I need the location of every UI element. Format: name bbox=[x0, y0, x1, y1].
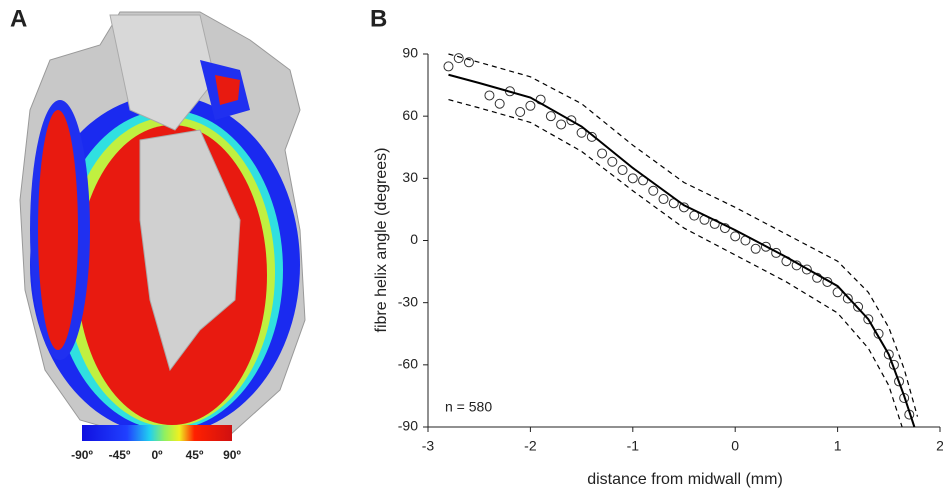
data-point bbox=[494, 98, 505, 109]
data-point bbox=[627, 173, 638, 184]
data-point bbox=[648, 185, 659, 196]
y-tick-label: -30 bbox=[398, 293, 418, 309]
panel-label: B bbox=[370, 5, 387, 32]
data-point bbox=[750, 243, 761, 254]
data-point bbox=[842, 293, 853, 304]
panel-label: A bbox=[10, 5, 27, 32]
data-point bbox=[453, 53, 464, 64]
colorbar-label: -45º bbox=[109, 448, 131, 462]
y-tick-label: -90 bbox=[398, 418, 418, 434]
colorbar-label: -90º bbox=[71, 448, 93, 462]
y-tick-label: 30 bbox=[402, 169, 418, 185]
data-point bbox=[607, 156, 618, 167]
data-point bbox=[463, 57, 474, 68]
heart-image bbox=[19, 11, 306, 441]
data-point bbox=[894, 376, 905, 387]
data-point bbox=[515, 107, 526, 118]
data-point bbox=[883, 349, 894, 360]
data-point bbox=[484, 90, 495, 101]
data-point bbox=[443, 61, 454, 72]
y-axis-label: fibre helix angle (degrees) bbox=[373, 148, 390, 333]
y-tick-label: 0 bbox=[410, 231, 418, 247]
data-point bbox=[545, 111, 556, 122]
data-point bbox=[863, 314, 874, 325]
x-tick-label: 1 bbox=[834, 438, 842, 454]
x-tick-label: -1 bbox=[627, 438, 640, 454]
x-tick-label: 2 bbox=[936, 438, 943, 454]
data-point bbox=[853, 301, 864, 312]
colorbar-label: 45º bbox=[186, 448, 204, 462]
data-point bbox=[760, 241, 771, 252]
bound-line bbox=[448, 53, 919, 417]
data-point bbox=[597, 148, 608, 159]
data-point bbox=[617, 165, 628, 176]
data-point bbox=[658, 194, 669, 205]
y-tick-label: 60 bbox=[402, 107, 418, 123]
x-tick-label: -3 bbox=[422, 438, 435, 454]
colorbar-label: 0º bbox=[151, 448, 163, 462]
x-tick-label: -2 bbox=[524, 438, 537, 454]
fit-line bbox=[448, 73, 916, 428]
x-axis-label: distance from midwall (mm) bbox=[587, 471, 783, 488]
data-point bbox=[576, 127, 587, 138]
annotation: n = 580 bbox=[445, 399, 492, 415]
colorbar-label: 90º bbox=[223, 448, 241, 462]
data-point bbox=[525, 100, 536, 111]
y-tick-label: -60 bbox=[398, 356, 418, 372]
colorbar bbox=[82, 425, 232, 441]
x-tick-label: 0 bbox=[731, 438, 739, 454]
y-tick-label: 90 bbox=[402, 45, 418, 61]
data-point bbox=[730, 231, 741, 242]
data-point bbox=[556, 119, 567, 130]
data-point bbox=[801, 264, 812, 275]
bound-line bbox=[448, 99, 903, 428]
data-point bbox=[586, 131, 597, 142]
data-point bbox=[566, 115, 577, 126]
